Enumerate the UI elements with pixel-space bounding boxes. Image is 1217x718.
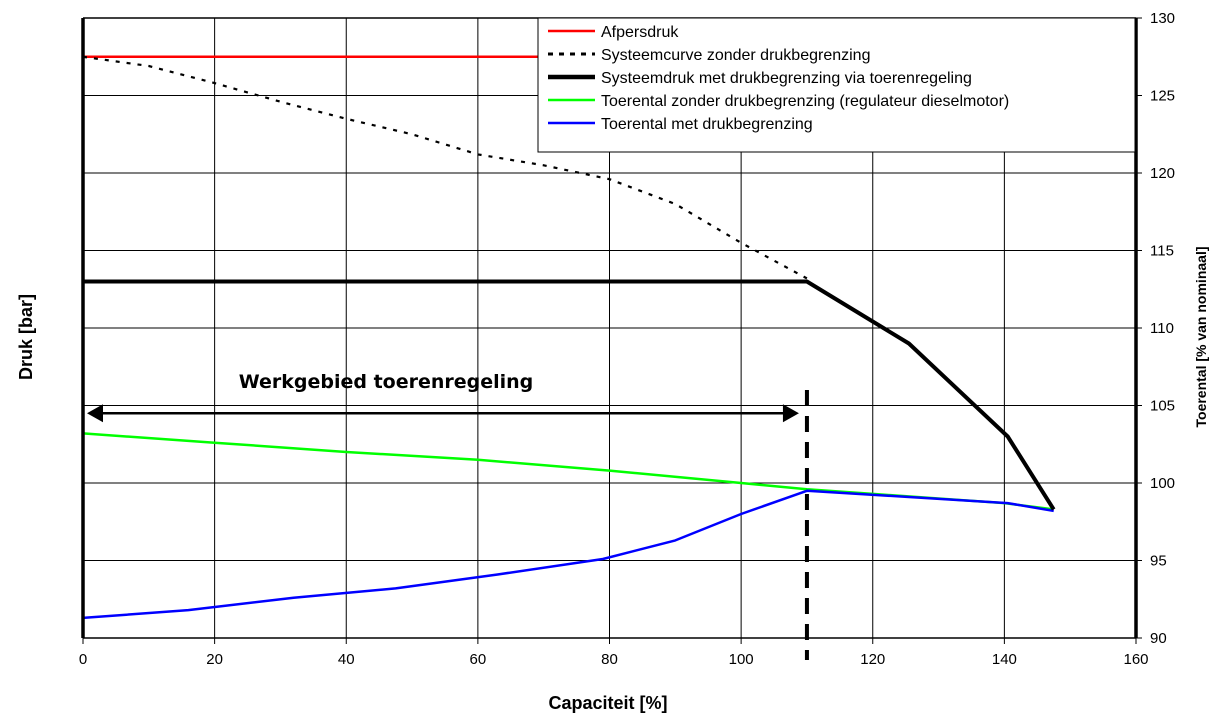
x-tick-label: 20 <box>206 651 223 668</box>
x-tick-label: 40 <box>338 651 355 668</box>
x-axis-title: Capaciteit [%] <box>548 693 667 713</box>
legend-box <box>537 17 1136 153</box>
series-line-toerental-met-drukbegrenzing <box>82 489 1054 620</box>
x-tick-label: 80 <box>601 651 618 668</box>
y2-tick-label: 125 <box>1150 88 1175 105</box>
legend: Afpersdruk Systeemcurve zonder drukbegren… <box>537 17 1136 153</box>
annotation-arrow-head-left <box>87 404 103 423</box>
series-line-systeemcurve-zonder-drukbegrenzing <box>82 55 808 280</box>
x-tick-label: 140 <box>992 651 1017 668</box>
y2-tick-label: 130 <box>1150 10 1175 27</box>
annotation-arrow-head-right <box>782 404 799 423</box>
legend-label: Afpersdruk <box>601 24 679 41</box>
legend-label: Toerental met drukbegrenzing <box>601 116 813 133</box>
x-tick-label: 0 <box>79 651 87 668</box>
x-tick-labels: 0 20 40 60 80 100 120 140 160 <box>79 638 1149 668</box>
y2-tick-labels: 90 95 100 105 110 115 120 125 130 <box>1136 10 1175 647</box>
y2-tick-label: 90 <box>1150 630 1167 647</box>
legend-label: Systeemcurve zonder drukbegrenzing <box>601 47 870 64</box>
x-tick-label: 160 <box>1123 651 1148 668</box>
series-line-systeemdruk-met-drukbegrenzing-via-toerenregeling <box>83 279 1056 511</box>
annotation-layer <box>87 390 809 660</box>
y2-tick-label: 105 <box>1150 398 1175 415</box>
x-tick-label: 60 <box>470 651 487 668</box>
x-tick-label: 100 <box>729 651 754 668</box>
y2-tick-label: 115 <box>1150 243 1174 260</box>
y2-tick-label: 95 <box>1150 553 1167 570</box>
y2-tick-label: 100 <box>1150 475 1175 492</box>
legend-label: Toerental zonder drukbegrenzing (regulat… <box>601 93 1009 110</box>
y2-tick-label: 120 <box>1150 165 1175 182</box>
annotation-werkgebied: Werkgebied toerenregeling <box>239 371 534 393</box>
x-tick-label: 120 <box>860 651 885 668</box>
y2-tick-label: 110 <box>1150 320 1174 337</box>
y-axis-title: Druk [bar] <box>16 294 36 380</box>
y2-axis-title: Toerental [% van nominaal] <box>1193 247 1209 428</box>
legend-label: Systeemdruk met drukbegrenzing via toere… <box>601 70 972 87</box>
